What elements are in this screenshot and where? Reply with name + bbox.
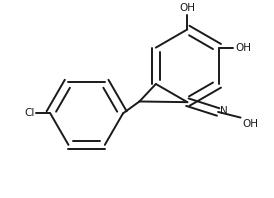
Text: OH: OH: [179, 3, 195, 13]
Text: Cl: Cl: [24, 108, 35, 118]
Text: OH: OH: [242, 119, 258, 129]
Text: OH: OH: [235, 43, 251, 53]
Text: N: N: [219, 106, 227, 116]
